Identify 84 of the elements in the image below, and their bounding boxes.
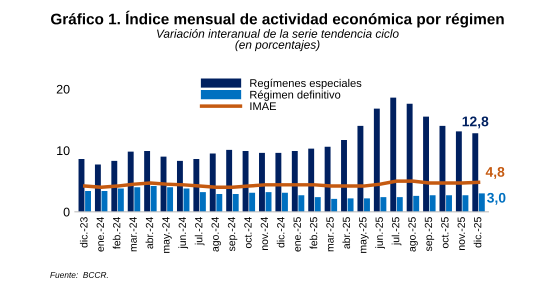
x-tick-label: jun.-24 bbox=[178, 216, 188, 249]
y-tick-label: 0 bbox=[64, 208, 70, 216]
bar bbox=[160, 156, 166, 212]
bar bbox=[167, 187, 174, 212]
x-tick-label: oct.-24 bbox=[244, 216, 252, 248]
source-note: Fuente: BCCR. bbox=[50, 272, 108, 278]
x-tick-label: nov.-25 bbox=[458, 217, 465, 250]
bar bbox=[456, 131, 462, 212]
bar bbox=[396, 197, 403, 212]
x-tick-label: sep.-25 bbox=[424, 217, 434, 252]
bar bbox=[94, 164, 101, 212]
x-tick-label: jun.-25 bbox=[375, 217, 385, 249]
bar bbox=[102, 190, 108, 212]
bar bbox=[380, 197, 386, 212]
x-tick-label: may.-24 bbox=[162, 216, 172, 253]
bar bbox=[357, 126, 364, 212]
x-tick-label: may.-25 bbox=[359, 217, 369, 253]
x-tick-label: feb.-24 bbox=[112, 216, 120, 249]
bar bbox=[390, 98, 396, 212]
bar bbox=[232, 194, 239, 212]
bar bbox=[364, 198, 370, 212]
x-tick-label: dic.-24 bbox=[276, 216, 284, 248]
x-tick-label: mar.-24 bbox=[129, 216, 137, 252]
x-tick-label: feb.-25 bbox=[310, 217, 318, 249]
x-tick-label: ene.-25 bbox=[293, 217, 301, 252]
bar bbox=[193, 159, 200, 212]
bar bbox=[85, 190, 92, 212]
bar bbox=[462, 195, 468, 212]
bar bbox=[200, 192, 206, 212]
bar bbox=[275, 152, 282, 212]
bar bbox=[150, 186, 157, 212]
bar bbox=[308, 148, 314, 212]
y-tick-label: 20 bbox=[56, 84, 70, 94]
legend-label: Régimen definitivo bbox=[250, 90, 340, 101]
x-tick-label: mar.-25 bbox=[326, 217, 334, 252]
data-label: 3,0 bbox=[487, 192, 506, 205]
bar bbox=[348, 198, 354, 212]
bar bbox=[440, 126, 446, 212]
x-tick-label: abr.-24 bbox=[146, 216, 154, 249]
x-tick-label: jul.-25 bbox=[392, 217, 402, 246]
x-tick-label: nov.-24 bbox=[260, 216, 268, 250]
bar bbox=[226, 150, 232, 212]
x-tick-label: dic.-23 bbox=[80, 217, 88, 248]
x-tick-label: dic.-25 bbox=[474, 217, 482, 248]
x-tick-label: jul.-24 bbox=[194, 216, 204, 246]
data-label: 4,8 bbox=[486, 167, 504, 179]
bar bbox=[111, 160, 118, 212]
bar bbox=[78, 159, 84, 212]
line-series bbox=[83, 179, 480, 190]
x-tick-label: abr.-25 bbox=[342, 217, 350, 249]
bar bbox=[184, 188, 190, 212]
x-tick-label: ene.-24 bbox=[96, 216, 104, 252]
x-tick-label: oct.-25 bbox=[441, 217, 449, 248]
bar bbox=[374, 108, 380, 212]
bar bbox=[331, 198, 338, 212]
legend-label: IMAE bbox=[250, 102, 276, 110]
bar bbox=[242, 151, 249, 212]
bar bbox=[324, 146, 331, 212]
bar bbox=[446, 195, 452, 212]
bar bbox=[266, 192, 272, 212]
bar bbox=[406, 104, 413, 212]
bar bbox=[144, 151, 150, 212]
bar bbox=[216, 194, 222, 212]
bar bbox=[118, 188, 124, 212]
bar bbox=[341, 140, 347, 212]
bar bbox=[413, 196, 420, 212]
bar bbox=[430, 195, 436, 212]
y-tick-label: 10 bbox=[57, 146, 70, 156]
bar bbox=[478, 193, 485, 212]
legend-label: Regímenes especiales bbox=[250, 78, 362, 90]
bar bbox=[176, 160, 183, 212]
x-tick-label: sep.-24 bbox=[228, 216, 238, 252]
data-label: 12,8 bbox=[462, 116, 488, 128]
bar bbox=[259, 152, 265, 212]
bar bbox=[298, 195, 304, 212]
bar bbox=[282, 192, 288, 212]
bar bbox=[314, 197, 321, 212]
bar bbox=[249, 192, 256, 212]
bar bbox=[423, 116, 430, 212]
x-tick-label: ago.-24 bbox=[211, 216, 221, 252]
bar bbox=[134, 187, 140, 212]
chart-subtitle: Variación interanual de la serie tendencia ciclo (en porcentajes) bbox=[157, 29, 399, 52]
x-tick-label: ago.-25 bbox=[408, 217, 418, 252]
chart-title: Gráfico 1. Índice mensual de actividad económica por régimen bbox=[51, 10, 504, 28]
